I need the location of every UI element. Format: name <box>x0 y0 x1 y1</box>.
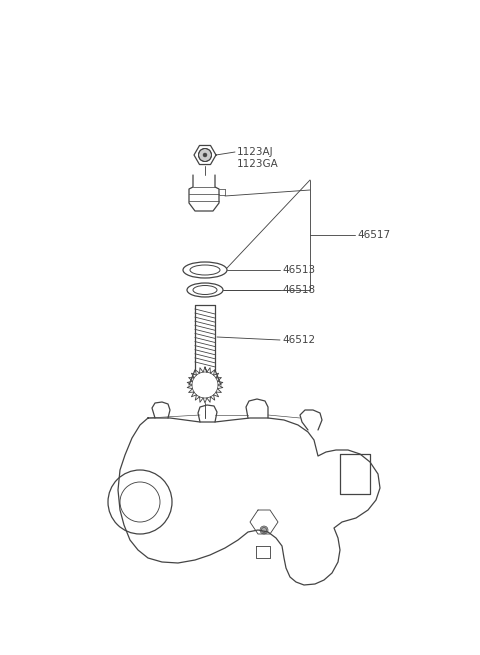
Text: 46513: 46513 <box>282 265 315 275</box>
Ellipse shape <box>193 286 217 295</box>
Circle shape <box>120 482 160 522</box>
Text: 46512: 46512 <box>282 335 315 345</box>
Text: 1123GA: 1123GA <box>237 159 279 169</box>
Circle shape <box>203 153 207 157</box>
Ellipse shape <box>187 283 223 297</box>
Text: 1123AJ: 1123AJ <box>237 147 274 157</box>
Text: 46518: 46518 <box>282 285 315 295</box>
Circle shape <box>108 470 172 534</box>
Circle shape <box>199 149 212 162</box>
Text: 46517: 46517 <box>357 230 390 240</box>
Ellipse shape <box>190 265 220 275</box>
Circle shape <box>260 526 268 534</box>
Circle shape <box>192 372 218 398</box>
Ellipse shape <box>183 262 227 278</box>
